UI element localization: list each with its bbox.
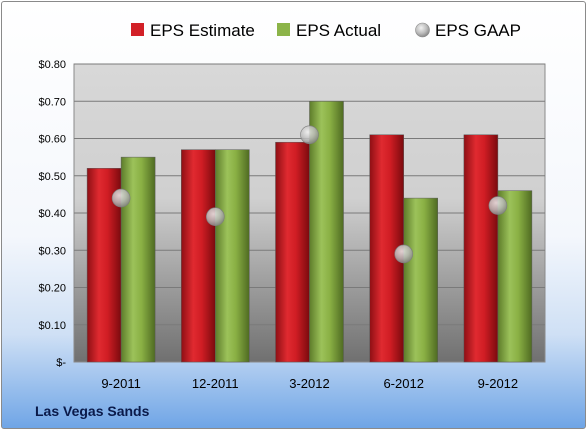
y-tick-label: $0.50: [38, 171, 66, 183]
legend: EPS Estimate EPS Actual EPS GAAP: [131, 21, 521, 40]
y-tick-label: $0.30: [38, 245, 66, 257]
y-tick-label: $-: [56, 357, 66, 369]
x-tick-label: 6-2012: [383, 376, 423, 391]
eps-actual-bar: [497, 190, 533, 363]
x-tick-label: 9-2011: [101, 376, 141, 391]
y-tick-label: $0.70: [38, 96, 66, 108]
eps-gaap-legend-swatch: [415, 22, 430, 38]
eps-actual-bar: [403, 197, 438, 363]
eps-actual-bar: [309, 101, 344, 363]
eps-actual-legend-swatch: [277, 23, 290, 36]
eps-estimate-legend-swatch: [131, 23, 144, 36]
x-tick-label: 12-2011: [192, 376, 239, 391]
eps-actual-bar: [215, 149, 250, 363]
y-tick-label: $0.60: [38, 134, 66, 146]
x-axis: 9-2011 12-2011 3-2012 6-2012 9-2012: [101, 376, 518, 391]
company-name: Las Vegas Sands: [35, 403, 150, 419]
eps-estimate-bar: [463, 134, 499, 363]
y-axis: $- $0.10 $0.20 $0.30 $0.40 $0.50 $0.60 $0.70 $0.…: [38, 59, 66, 369]
eps-gaap-marker: [394, 244, 414, 264]
eps-gaap-marker: [488, 196, 508, 215]
y-tick-label: $0.80: [38, 59, 66, 71]
eps-gaap-legend-label: EPS GAAP: [435, 21, 521, 40]
eps-estimate-bar: [181, 149, 216, 363]
x-tick-label: 3-2012: [289, 376, 329, 391]
y-tick-label: $0.10: [38, 320, 66, 332]
eps-estimate-bar: [275, 141, 310, 363]
gaap-markers: [111, 125, 508, 264]
eps-gaap-marker: [206, 207, 225, 227]
x-tick-label: 9-2012: [478, 376, 518, 391]
eps-gaap-marker: [111, 188, 131, 208]
eps-actual-bar: [120, 156, 156, 363]
y-tick-label: $0.40: [38, 208, 66, 220]
eps-gaap-marker: [300, 125, 319, 145]
y-tick-label: $0.20: [38, 283, 66, 295]
eps-actual-legend-label: EPS Actual: [296, 21, 381, 40]
eps-estimate-legend-label: EPS Estimate: [150, 21, 255, 40]
